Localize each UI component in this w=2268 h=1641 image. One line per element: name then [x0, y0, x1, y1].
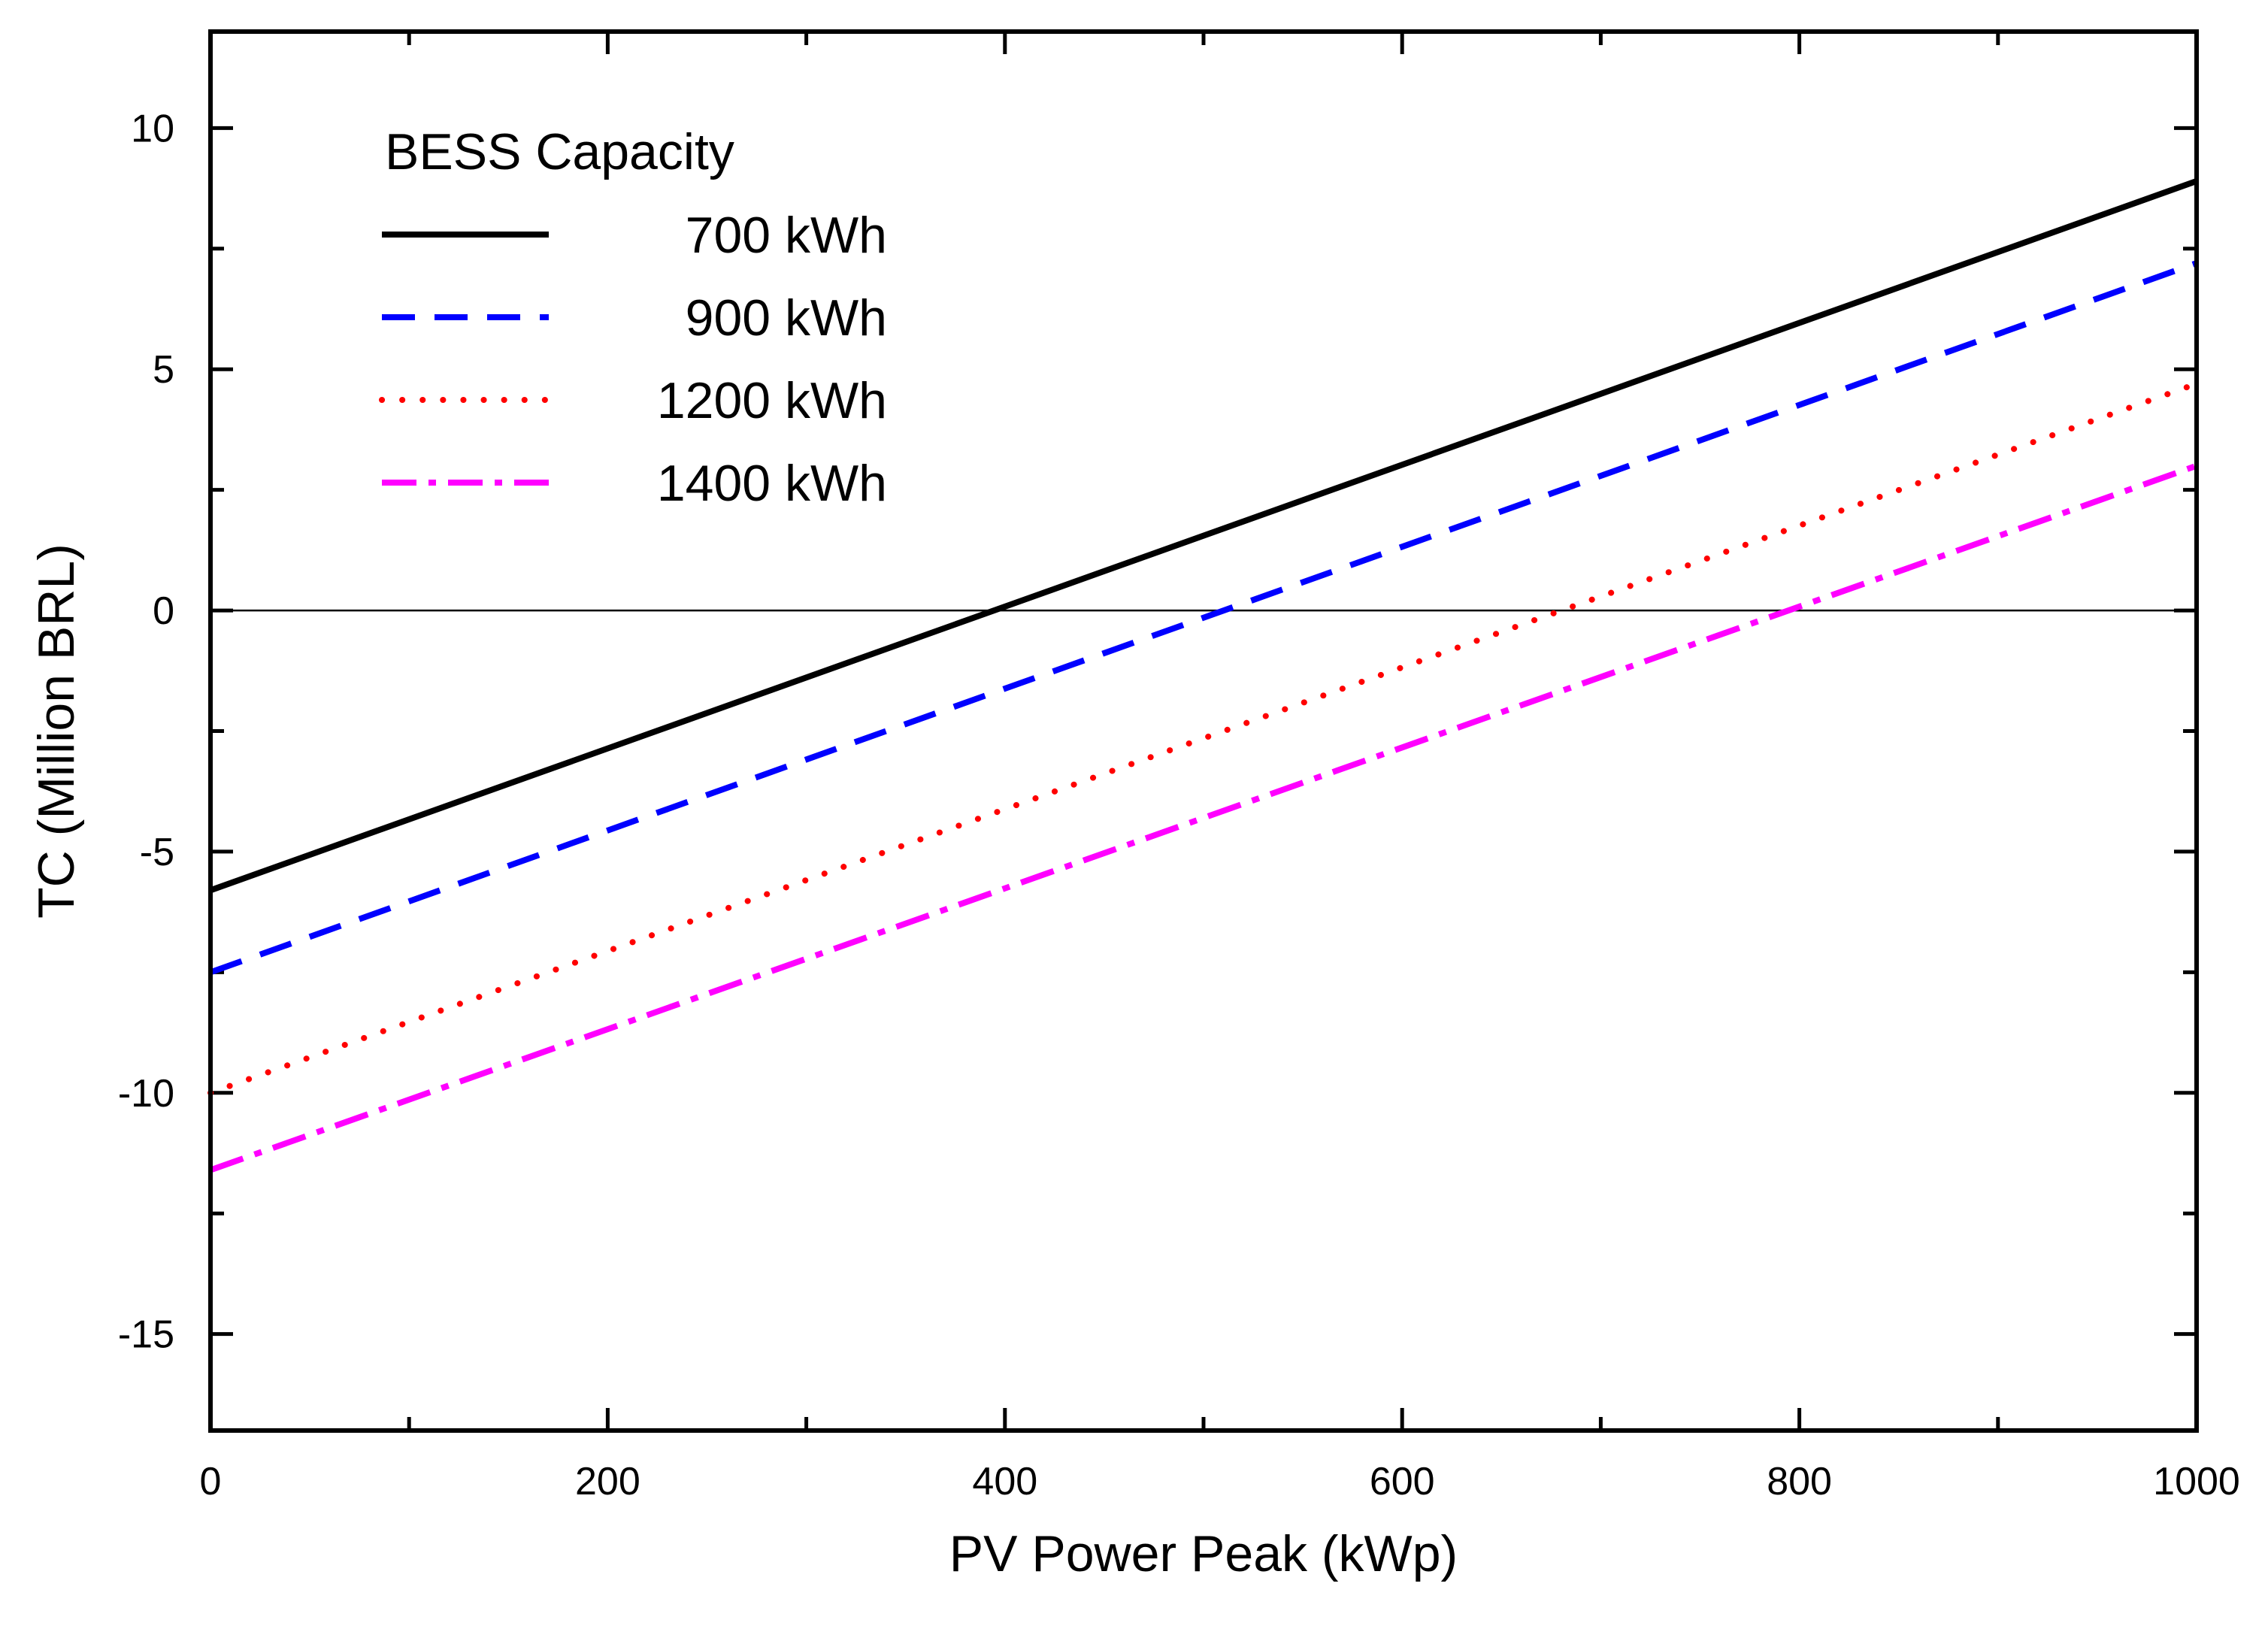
plot-frame	[208, 29, 2199, 1433]
y-tick-label: -15	[118, 1313, 174, 1357]
legend-label: 700 kWh	[686, 207, 887, 264]
legend-title: BESS Capacity	[385, 123, 734, 180]
series-line-900-kwh	[209, 260, 2198, 976]
y-axis-title: TC (Million BRL)	[28, 543, 85, 919]
series-layer	[207, 178, 2200, 1173]
x-tick-label: 1000	[2153, 1460, 2240, 1503]
y-tick-label: -5	[140, 831, 174, 874]
labels-layer: 0 200 400 600 800 1000 10 5 0 -5 -10 -15	[118, 107, 2240, 1503]
x-tick-label: 400	[972, 1460, 1037, 1503]
y-tick-label: 0	[153, 589, 174, 633]
y-tick-label: 5	[153, 348, 174, 392]
series-line-700-kwh	[209, 178, 2198, 894]
y-tick-label: -10	[118, 1072, 174, 1116]
legend: BESS Capacity 700 kWh 900 kWh 1200 kWh 1400 …	[379, 123, 887, 512]
x-axis-title: PV Power Peak (kWp)	[949, 1525, 1458, 1582]
x-tick-label: 0	[200, 1460, 222, 1503]
legend-label: 1400 kWh	[657, 455, 887, 512]
series-line-1400-kwh	[209, 462, 2198, 1173]
legend-label: 1200 kWh	[657, 372, 887, 429]
x-tick-label: 200	[575, 1460, 640, 1503]
y-tick-label: 10	[131, 107, 174, 150]
x-tick-label: 800	[1767, 1460, 1832, 1503]
x-tick-label: 600	[1370, 1460, 1435, 1503]
legend-label: 900 kWh	[686, 289, 887, 347]
